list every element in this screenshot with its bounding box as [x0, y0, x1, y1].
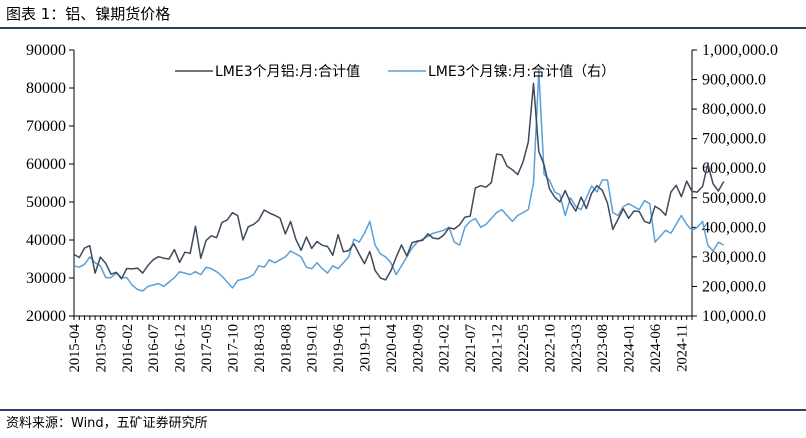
- y-left-tick-label: 40000: [26, 232, 66, 249]
- y-right-tick-label: 300,000.0: [702, 249, 766, 266]
- y-right-tick-label: 400,000.0: [702, 219, 766, 236]
- x-tick-label: 2019-01: [305, 324, 321, 372]
- x-tick-label: 2015-09: [93, 324, 109, 372]
- x-tick-label: 2017-10: [225, 324, 241, 372]
- x-tick-label: 2024-06: [648, 324, 664, 372]
- y-left-tick-label: 60000: [26, 156, 66, 173]
- legend-aluminum-label: LME3个月铝:月:合计值: [215, 64, 360, 80]
- x-tick-label: 2016-12: [173, 324, 189, 372]
- x-tick-label: 2022-10: [542, 324, 558, 372]
- bottom-rule: [0, 409, 806, 411]
- x-tick-label: 2019-11: [358, 324, 374, 372]
- x-tick-label: 2016-07: [146, 324, 162, 372]
- y-right-tick-label: 500,000.0: [702, 190, 766, 207]
- x-tick-label: 2018-03: [252, 324, 268, 372]
- x-tick-label: 2019-06: [331, 324, 347, 372]
- x-tick-label: 2023-08: [595, 324, 611, 372]
- x-tick-label: 2023-03: [569, 324, 585, 372]
- y-right-tick-label: 900,000.0: [702, 72, 766, 89]
- y-left-tick-label: 70000: [26, 118, 66, 135]
- x-tick-label: 2020-04: [384, 323, 400, 372]
- y-right-tick-label: 100,000.0: [702, 308, 766, 325]
- y-right-tick-label: 800,000.0: [702, 101, 766, 118]
- x-tick-label: 2022-05: [516, 324, 532, 372]
- nickel-series-line: [73, 69, 725, 292]
- legend-nickel-label: LME3个月镍:月:合计值（右）: [428, 64, 615, 80]
- x-tick-label: 2024-11: [674, 324, 690, 372]
- x-tick-label: 2024-01: [622, 324, 638, 372]
- x-tick-label: 2016-02: [120, 324, 136, 372]
- y-left-tick-label: 90000: [26, 42, 66, 59]
- x-tick-label: 2015-04: [67, 323, 83, 372]
- y-left-tick-label: 80000: [26, 80, 66, 97]
- y-left-tick-label: 50000: [26, 194, 66, 211]
- x-tick-label: 2017-05: [199, 324, 215, 372]
- x-tick-label: 2021-12: [490, 324, 506, 372]
- y-left-tick-label: 30000: [26, 270, 66, 287]
- y-right-tick-label: 700,000.0: [702, 131, 766, 148]
- x-tick-label: 2021-07: [463, 324, 479, 372]
- y-right-tick-label: 600,000.0: [702, 160, 766, 177]
- chart-title: 图表 1：铝、镍期货价格: [6, 5, 171, 23]
- line-chart: 20000 30000 40000 50000 60000 70000 80000 90000…: [26, 42, 778, 372]
- aluminum-series-line: [73, 82, 725, 281]
- source-note: 资料来源：Wind，五矿证券研究所: [6, 416, 208, 431]
- y-right-tick-label: 1,000,000.0: [702, 42, 778, 59]
- y-left-tick-label: 20000: [26, 308, 66, 325]
- x-tick-label: 2020-09: [410, 324, 426, 372]
- top-rule: [0, 27, 806, 29]
- x-tick-label: 2021-02: [437, 324, 453, 372]
- y-right-tick-label: 200,000.0: [702, 278, 766, 295]
- x-tick-label: 2018-08: [278, 324, 294, 372]
